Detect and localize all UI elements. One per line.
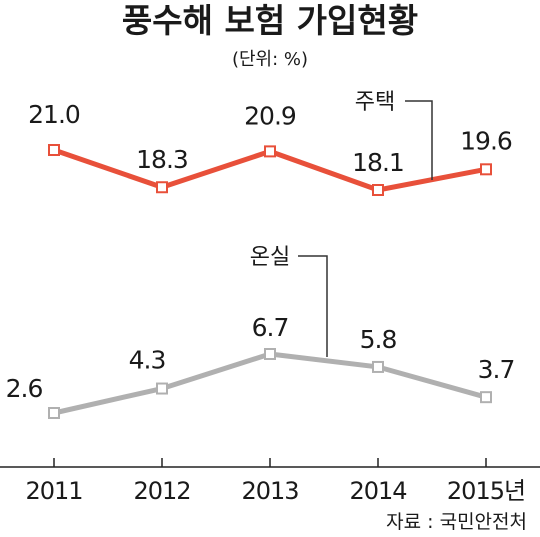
point-housing-3 [372,184,384,196]
x-axis-ticks: 2011 2012 2013 2014 2015년 [25,458,526,505]
value-label-housing-2: 20.9 [244,101,296,130]
legend-greenhouse: 온실 [250,245,328,357]
legend-greenhouse-leader [298,255,328,357]
point-greenhouse-0 [48,407,60,419]
x-tick-label-2: 2013 [241,477,298,505]
legend-housing: 주택 [355,90,433,180]
unit-label: (단위: %) [232,49,308,70]
value-label-greenhouse-0: 2.6 [6,374,43,403]
point-greenhouse-2 [264,348,276,360]
value-label-greenhouse-3: 5.8 [360,325,397,354]
legend-greenhouse-label: 온실 [250,245,290,270]
point-greenhouse-3 [372,360,384,373]
x-tick-label-3: 2014 [349,477,406,505]
source-note: 자료 : 국민안전처 [386,511,527,533]
legend-housing-leader [405,100,433,180]
value-label-greenhouse-4: 3.7 [478,355,515,384]
x-tick-label-0: 2011 [25,477,82,505]
line-greenhouse [51,351,489,416]
value-label-greenhouse-2: 6.7 [252,313,289,342]
value-label-housing-4: 19.6 [460,126,512,155]
series-housing: 21.0 18.3 20.9 18.1 19.6 [28,100,513,196]
x-tick-label-4: 2015년 [447,477,525,505]
point-housing-1 [156,181,168,194]
value-label-housing-3: 18.1 [352,148,404,177]
x-tick-label-1: 2012 [133,477,190,505]
point-greenhouse-4 [480,391,492,404]
value-label-greenhouse-1: 4.3 [129,346,166,375]
point-housing-4 [480,163,492,176]
chart-title: 풍수해 보험 가입현황 [122,1,418,40]
legend-housing-label: 주택 [355,90,395,115]
value-label-housing-0: 21.0 [28,100,80,129]
series-greenhouse: 2.6 4.3 6.7 5.8 3.7 [6,313,515,419]
value-label-housing-1: 18.3 [136,145,188,174]
point-housing-2 [264,145,276,158]
point-housing-0 [48,144,60,156]
point-greenhouse-1 [156,382,168,395]
